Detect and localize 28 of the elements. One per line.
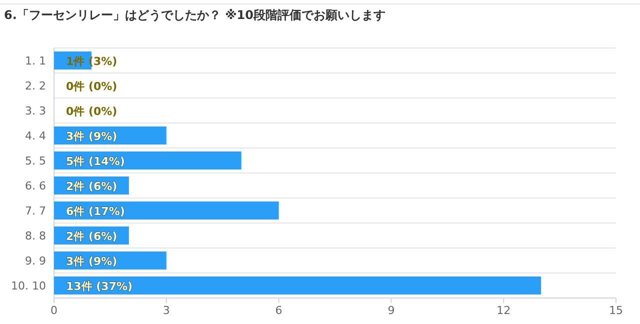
- x-tick-label: 12: [496, 304, 511, 317]
- x-tick-label: 0: [50, 304, 58, 317]
- y-tick-label: 2. 2: [25, 80, 46, 92]
- y-tick-label: 5. 5: [25, 154, 46, 168]
- x-tick-label: 3: [162, 304, 170, 317]
- y-tick-label: 7. 7: [25, 204, 46, 218]
- y-tick-label: 4. 4: [25, 130, 46, 142]
- data-label: 5件 (14%): [66, 155, 125, 168]
- bar: [54, 276, 542, 294]
- y-tick-label: 3. 3: [25, 104, 46, 118]
- data-label: 2件 (6%): [66, 230, 118, 243]
- y-tick-label: 8. 8: [25, 230, 46, 242]
- data-label: 2件 (6%): [66, 180, 118, 193]
- data-label: 6件 (17%): [66, 205, 125, 218]
- data-label: 13件 (37%): [66, 280, 133, 293]
- y-tick-label: 10. 10: [11, 280, 46, 292]
- data-label: 3件 (9%): [66, 255, 118, 268]
- x-tick-label: 15: [609, 304, 623, 317]
- chart-title: 6.「フーセンリレー」はどうでしたか？ ※10段階評価でお願いします: [4, 8, 386, 22]
- data-label: 3件 (9%): [66, 130, 118, 143]
- x-tick-label: 9: [388, 304, 395, 317]
- x-tick-label: 6: [275, 304, 282, 317]
- bar: [54, 202, 279, 220]
- data-label: 0件 (0%): [66, 105, 118, 118]
- y-tick-label: 6. 6: [25, 180, 46, 192]
- y-tick-label: 1. 1: [25, 54, 46, 68]
- y-tick-label: 9. 9: [25, 254, 46, 268]
- data-label: 0件 (0%): [66, 80, 118, 93]
